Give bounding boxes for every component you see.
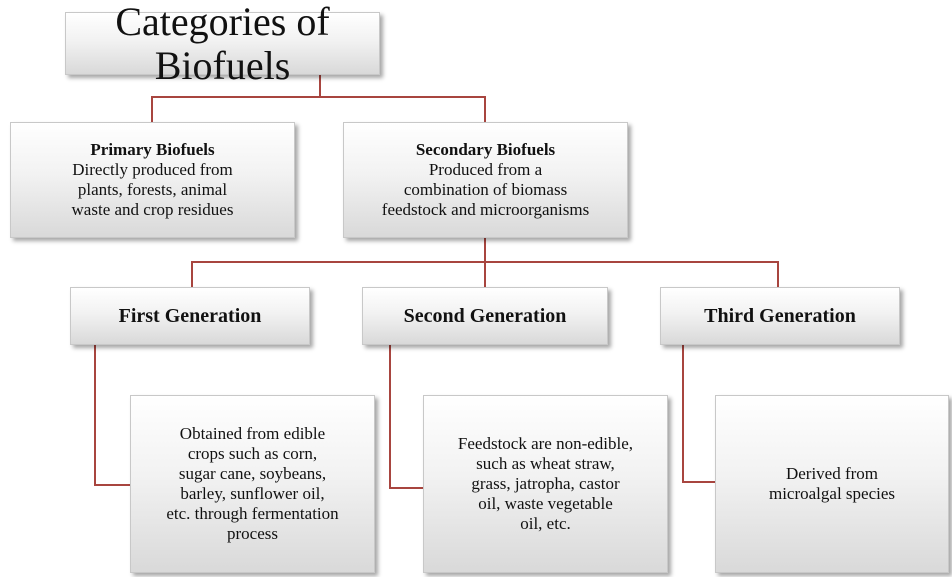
line: combination of biomass (403, 180, 568, 199)
line: process (227, 524, 278, 543)
connector (191, 238, 486, 287)
heading: Second Generation (403, 305, 567, 327)
line: such as wheat straw, (476, 454, 615, 473)
line: crops such as corn, (187, 444, 318, 463)
connector (320, 96, 486, 122)
detail-box: Feedstock are non-edible, such as wheat … (423, 395, 668, 573)
heading: Primary Biofuels (90, 140, 215, 159)
connector (682, 345, 715, 483)
detail-box: Obtained from edible crops such as corn,… (130, 395, 375, 573)
primary-box: Primary Biofuels Directly produced from … (10, 122, 295, 238)
generation-box: Third Generation (660, 287, 900, 345)
heading: First Generation (118, 305, 262, 327)
line: plants, forests, animal (77, 180, 228, 199)
line: Produced from a (428, 160, 543, 179)
line: barley, sunflower oil, (180, 484, 325, 503)
line: grass, jatropha, castor (471, 474, 620, 493)
heading: Third Generation (704, 305, 856, 327)
title-box: Categories of Biofuels (65, 0, 380, 87)
line: feedstock and microorganisms (381, 200, 590, 219)
line: Directly produced from (72, 160, 233, 179)
generation-box: First Generation (70, 287, 310, 345)
line: microalgal species (768, 484, 896, 503)
line: oil, etc. (520, 514, 571, 533)
line: Feedstock are non-edible, (457, 434, 634, 453)
line: sugar cane, soybeans, (178, 464, 327, 483)
title: Categories of Biofuels (115, 0, 330, 88)
line: Obtained from edible (179, 424, 326, 443)
connector (485, 261, 779, 287)
connector (94, 345, 130, 486)
line: waste and crop residues (71, 200, 234, 219)
generation-box: Second Generation (362, 287, 608, 345)
connector (389, 345, 423, 489)
detail-box: Derived from microalgal species (715, 395, 949, 573)
line: oil, waste vegetable (478, 494, 613, 513)
line: etc. through fermentation (166, 504, 339, 523)
connector (151, 75, 321, 122)
heading: Secondary Biofuels (415, 140, 556, 159)
secondary-box: Secondary Biofuels Produced from a combi… (343, 122, 628, 238)
line: Derived from (785, 464, 879, 483)
